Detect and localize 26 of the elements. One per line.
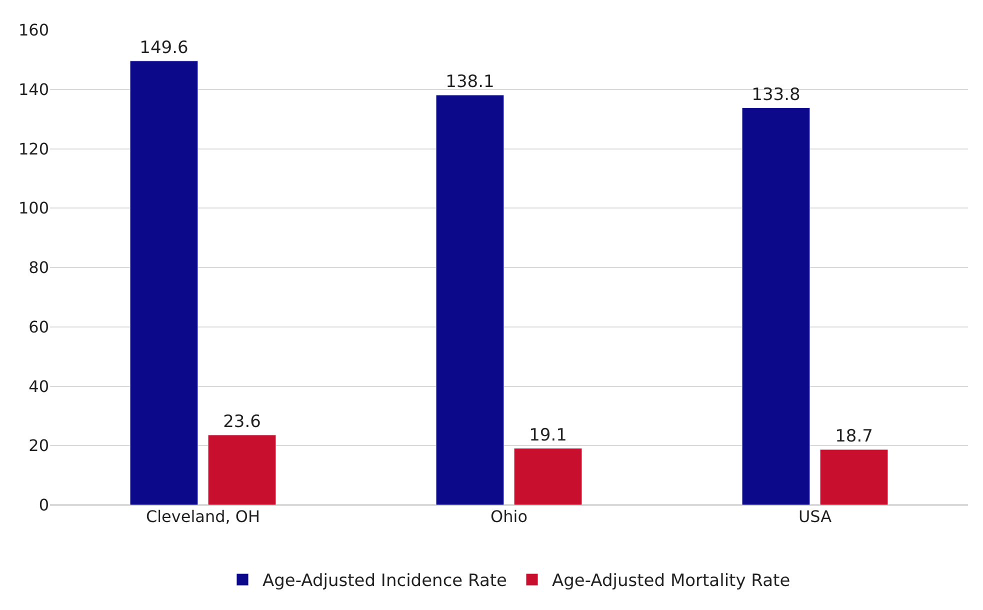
- x-tick-label: Ohio: [490, 507, 528, 526]
- data-label: 149.6: [140, 38, 188, 58]
- y-tick-label: 160: [18, 20, 49, 40]
- x-tick-label: Cleveland, OH: [146, 507, 260, 526]
- data-label: 19.1: [529, 425, 567, 446]
- data-label: 18.7: [835, 426, 873, 446]
- data-label: 133.8: [752, 84, 800, 105]
- y-tick-label: 60: [28, 317, 49, 336]
- x-tick-label: USA: [798, 507, 832, 526]
- y-tick-label: 100: [18, 198, 49, 218]
- data-label: 138.1: [446, 72, 494, 92]
- legend-label: Age-Adjusted Mortality Rate: [552, 571, 790, 592]
- y-tick-label: 0: [38, 496, 49, 515]
- y-tick-label: 40: [28, 376, 49, 396]
- data-label: 23.6: [223, 412, 261, 432]
- y-tick-label: 20: [28, 436, 49, 456]
- bar: [820, 449, 888, 505]
- bar: [130, 60, 198, 505]
- y-tick-label: 120: [18, 139, 49, 158]
- bar: [742, 108, 810, 505]
- y-tick-label: 80: [28, 258, 49, 278]
- bar: [208, 434, 276, 505]
- bar: [514, 448, 582, 505]
- legend-label: Age-Adjusted Incidence Rate: [262, 571, 508, 592]
- bar: [436, 94, 504, 505]
- y-tick-label: 140: [18, 80, 49, 99]
